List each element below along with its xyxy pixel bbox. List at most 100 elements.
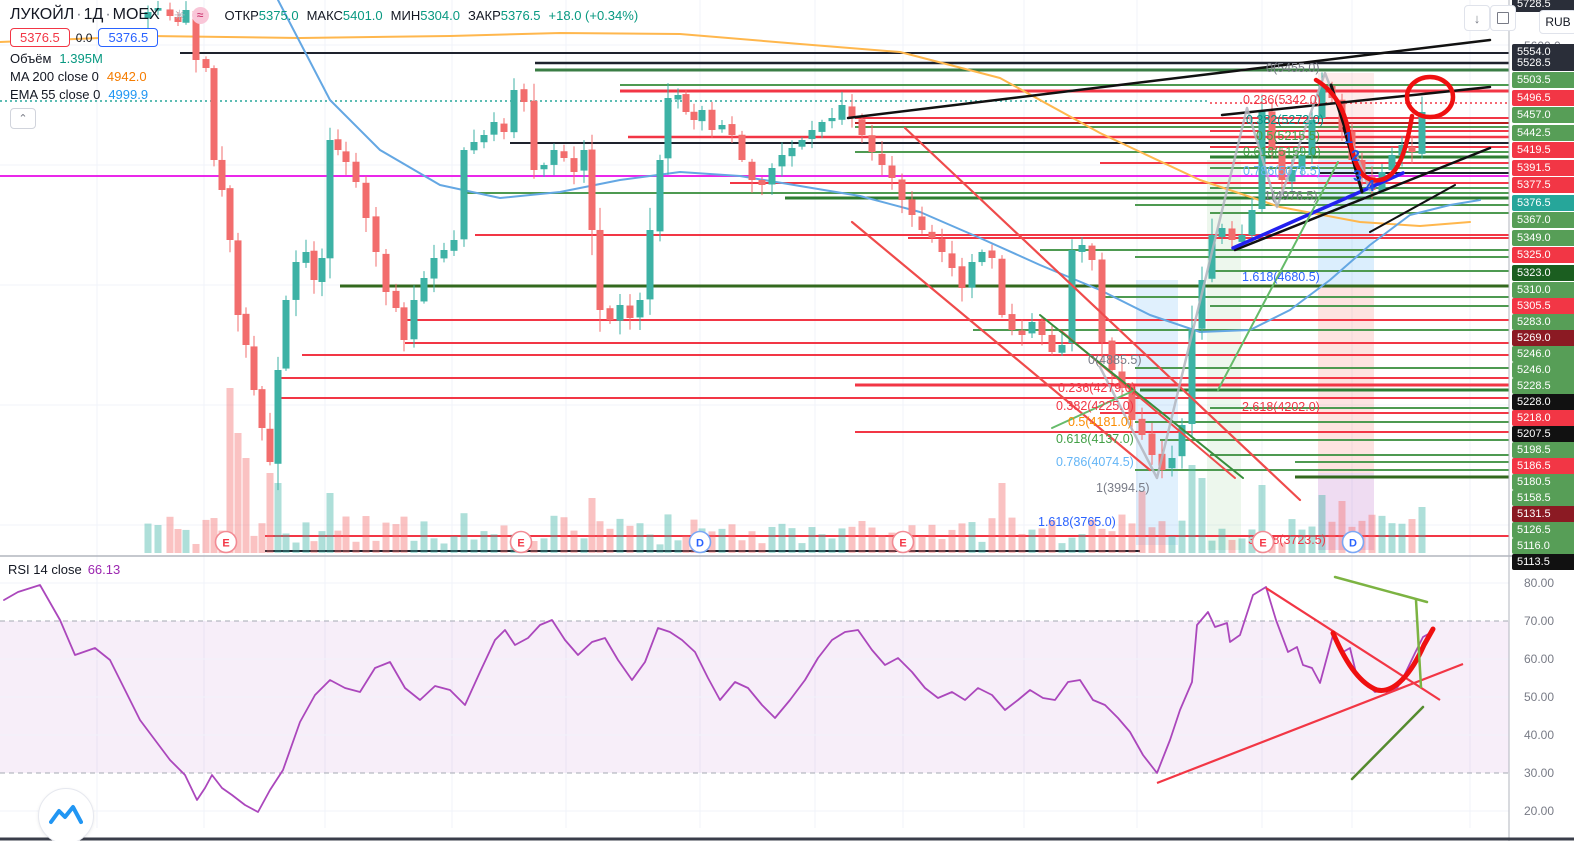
maximize-pane-button[interactable]: [1490, 5, 1516, 31]
volume-bar: [226, 388, 234, 553]
volume-bar: [1048, 519, 1056, 553]
candle-body: [210, 68, 218, 160]
collapse-legend-button[interactable]: ⌃: [10, 108, 36, 129]
volume-bar: [440, 543, 448, 553]
price-level-label: 5246.0: [1512, 346, 1574, 362]
volume-bar: [282, 533, 290, 553]
ema55-legend[interactable]: EMA 55 close 0 4999.9: [10, 87, 149, 102]
volume-bar: [174, 528, 182, 553]
tradingview-logo[interactable]: [38, 788, 94, 841]
earnings-marker[interactable]: [1251, 530, 1275, 554]
volume-bar: [682, 535, 690, 553]
fib-level-label: 0.786(4074.5): [1056, 455, 1134, 469]
ma200-legend[interactable]: MA 200 close 0 4942.0: [10, 69, 147, 84]
volume-bar: [318, 531, 326, 553]
volume-bar: [430, 538, 438, 553]
candle-body: [690, 111, 698, 120]
candle-body: [1268, 111, 1276, 150]
candle-body: [656, 160, 664, 232]
volume-bar: [460, 513, 468, 553]
buy-button[interactable]: 5376.5: [98, 28, 159, 47]
symbol-title[interactable]: ЛУКОЙЛ · 1Д · MOEX: [10, 6, 160, 23]
candle-body: [798, 140, 806, 147]
candle-body: [342, 151, 350, 162]
candle-body: [530, 100, 538, 170]
volume-bar: [258, 523, 266, 553]
volume-bar: [718, 528, 726, 553]
price-level-label: 5228.5: [1512, 378, 1574, 394]
rsi-axis-tick: 70.00: [1524, 614, 1555, 628]
earnings-marker[interactable]: [509, 530, 533, 554]
volume-bar: [1138, 491, 1146, 553]
candle-body: [1028, 322, 1036, 334]
candle-body: [718, 125, 726, 130]
fib-level-label: 1.618(4680.5): [1242, 270, 1320, 284]
volume-bar: [352, 541, 360, 553]
candle-body: [1368, 176, 1376, 190]
volume-bar: [1068, 537, 1076, 553]
candle-body: [430, 258, 438, 279]
approx-wave-icon[interactable]: ≈: [191, 6, 209, 24]
fib-level-label: 1(3994.5): [1096, 481, 1150, 495]
candle-body: [310, 250, 318, 280]
fib-level-label: 0.786(5078.5): [1243, 164, 1321, 178]
volume-legend[interactable]: Объём 1.395M: [10, 51, 103, 66]
trendline: [1039, 314, 1244, 479]
candle-body: [664, 98, 672, 159]
volume-bar: [606, 528, 614, 553]
volume-bar: [490, 534, 498, 553]
volume-bar: [708, 531, 716, 553]
price-level-label: 5158.5: [1512, 490, 1574, 506]
download-chart-button[interactable]: ↓: [1464, 5, 1490, 31]
rsi-axis-tick: 80.00: [1524, 576, 1555, 590]
candle-body: [958, 266, 966, 288]
volume-bar: [144, 523, 152, 553]
candle-body: [998, 258, 1006, 315]
price-level-label: 5377.5: [1512, 177, 1574, 193]
volume-bar: [968, 522, 976, 553]
candle-body: [1308, 120, 1316, 156]
fib-level-label: 0(4885.5): [1088, 353, 1142, 367]
rsi-legend[interactable]: RSI 14 close 66.13: [8, 562, 121, 577]
candle-body: [520, 89, 528, 102]
earnings-marker[interactable]: [214, 530, 238, 554]
volume-bar: [1178, 520, 1186, 553]
dividends-marker[interactable]: [1341, 530, 1365, 554]
earnings-marker[interactable]: [891, 530, 915, 554]
highlight-band: [1318, 287, 1374, 473]
candle-body: [450, 240, 458, 251]
volume-bar: [1188, 465, 1196, 553]
maximize-icon: [1497, 12, 1509, 24]
volume-bar: [1318, 495, 1326, 553]
candle-body: [708, 109, 716, 130]
fib-level-label: 0.382(5272.0): [1246, 113, 1324, 127]
volume-bar: [1128, 523, 1136, 553]
candle-body: [868, 135, 876, 152]
candle-body: [540, 165, 548, 170]
sell-button[interactable]: 5376.5: [10, 28, 70, 47]
candle-body: [460, 150, 468, 240]
candle-body: [738, 134, 746, 160]
rsi-green-trendline: [1350, 705, 1425, 781]
volume-bar: [326, 493, 334, 553]
volume-bar: [560, 517, 568, 553]
candle-body: [274, 370, 282, 464]
volume-bar: [182, 529, 190, 553]
candle-body: [748, 161, 756, 180]
volume-bar: [656, 544, 664, 553]
volume-bar: [616, 518, 624, 553]
volume-bar: [738, 540, 746, 553]
currency-toggle-button[interactable]: RUB: [1539, 10, 1574, 34]
candle-body: [596, 229, 604, 310]
candle-body: [480, 135, 488, 143]
price-level-label: 5503.5: [1512, 72, 1574, 88]
volume-bar: [998, 483, 1006, 553]
candle-body: [382, 253, 390, 292]
candle-body: [1078, 245, 1086, 252]
volume-bar: [1148, 527, 1156, 553]
candle-body: [1108, 340, 1116, 370]
volume-bar: [480, 531, 488, 553]
dividends-marker[interactable]: [688, 530, 712, 554]
candle-body: [968, 262, 976, 288]
